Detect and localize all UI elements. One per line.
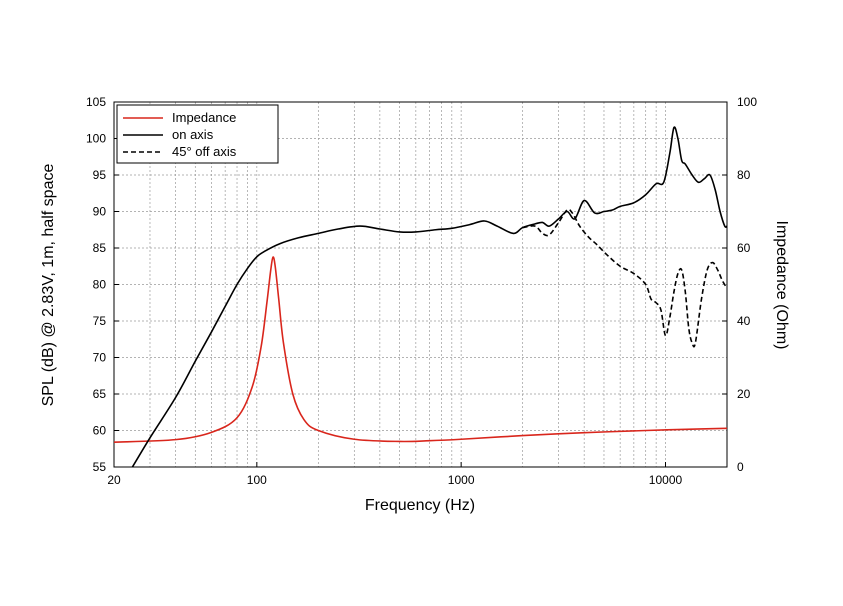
y-right-tick-label: 20: [737, 387, 751, 401]
y-left-tick-label: 85: [93, 241, 107, 255]
y-axis-left-title: SPL (dB) @ 2.83V, 1m, half space: [40, 164, 57, 407]
legend: Impedance on axis 45° off axis: [116, 104, 279, 164]
legend-box: [116, 104, 279, 164]
y-left-tick-label: 70: [93, 351, 107, 365]
y-left-tick-label: 55: [93, 460, 107, 474]
x-axis-title: Frequency (Hz): [365, 497, 475, 514]
y-right-tick-label: 40: [737, 314, 751, 328]
y-left-tick-label: 80: [93, 278, 107, 292]
data-series: [114, 126, 727, 467]
y-right-tick-label: 60: [737, 241, 751, 255]
legend-label-off-axis: 45° off axis: [172, 144, 237, 159]
on-axis-curve: [131, 126, 727, 467]
y-right-tick-label: 100: [737, 95, 757, 109]
y-axis-right-title: Impedance (Ohm): [773, 221, 790, 350]
off-axis-curve: [522, 208, 727, 348]
impedance-curve: [114, 256, 727, 443]
x-tick-label: 10000: [649, 473, 683, 487]
y-left-tick-label: 100: [86, 132, 106, 146]
legend-label-impedance: Impedance: [172, 110, 236, 125]
y-left-tick-label: 95: [93, 168, 107, 182]
x-tick-label: 100: [247, 473, 267, 487]
y-left-tick-label: 65: [93, 387, 107, 401]
y-right-tick-label: 0: [737, 460, 744, 474]
y-left-tick-label: 75: [93, 314, 107, 328]
x-tick-label: 1000: [448, 473, 475, 487]
y-left-tick-label: 90: [93, 205, 107, 219]
tick-labels: 20 100 1000 10000 55 60 65 70 75 80 85 90 95 100 105 0 2…: [86, 95, 757, 487]
y-left-tick-label: 105: [86, 95, 106, 109]
legend-label-on-axis: on axis: [172, 127, 214, 142]
y-right-tick-label: 80: [737, 168, 751, 182]
y-left-tick-label: 60: [93, 424, 107, 438]
grid: [114, 102, 727, 467]
x-tick-label: 20: [107, 473, 121, 487]
